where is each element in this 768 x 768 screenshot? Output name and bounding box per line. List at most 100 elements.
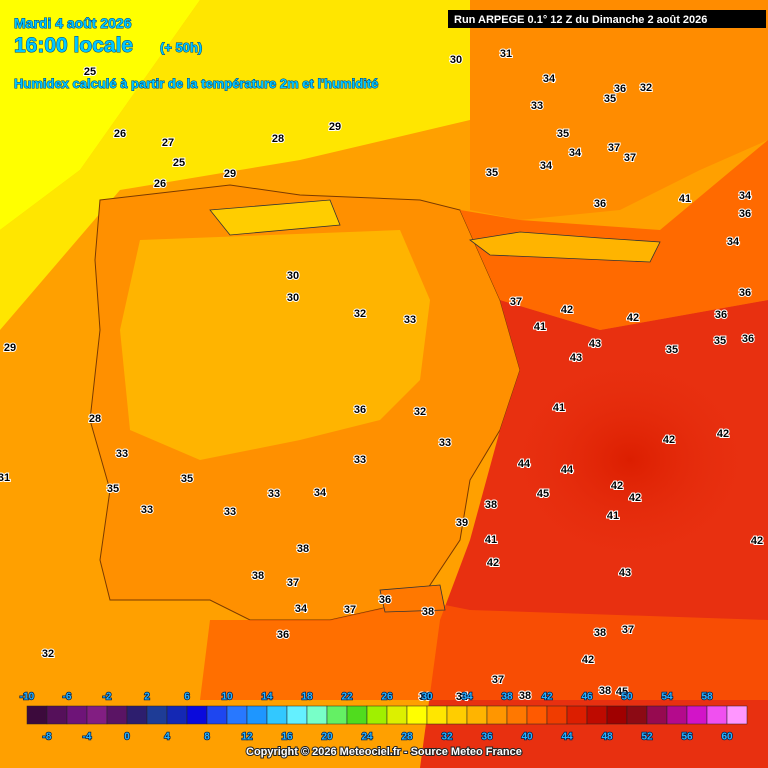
scale-swatch (126, 705, 148, 725)
scale-tick-label: 60 (721, 732, 733, 743)
scale-swatch (626, 705, 648, 725)
contour-label: 36 (277, 629, 289, 641)
contour-label: 32 (354, 308, 366, 320)
copyright: Copyright © 2026 Meteociel.fr - Source M… (246, 746, 522, 758)
contour-label: 34 (295, 603, 308, 615)
plateau-field (120, 230, 430, 460)
contour-label: 33 (404, 314, 416, 326)
contour-label: 33 (531, 100, 543, 112)
contour-label: 41 (679, 193, 691, 205)
scale-swatch (86, 705, 108, 725)
scale-swatch (486, 705, 508, 725)
scale-swatch (566, 705, 588, 725)
contour-label: 36 (354, 404, 366, 416)
scale-tick-label: 24 (361, 732, 373, 743)
lead-time: (+ 50h) (160, 40, 202, 55)
scale-tick-label: -8 (43, 732, 52, 743)
contour-label: 42 (663, 434, 675, 446)
sea-field (0, 0, 470, 330)
scale-swatch (666, 705, 688, 725)
contour-label: 32 (414, 406, 426, 418)
scale-tick-label: 52 (641, 732, 653, 743)
scale-swatch (346, 705, 368, 725)
scale-swatch (406, 705, 428, 725)
scale-swatch (146, 705, 168, 725)
contour-label: 33 (141, 504, 153, 516)
contour-label: 45 (616, 686, 628, 698)
contour-label: 33 (439, 437, 451, 449)
scale-tick-label: -4 (83, 732, 92, 743)
scale-swatch (366, 705, 388, 725)
contour-label: 38 (485, 499, 497, 511)
scale-swatch (266, 705, 288, 725)
contour-label: 36 (379, 594, 391, 606)
scale-tick-label: 36 (481, 732, 493, 743)
contour-label: 30 (287, 270, 299, 282)
contour-label: 36 (614, 83, 626, 95)
contour-label: 37 (344, 604, 356, 616)
contour-label: 32 (42, 648, 54, 660)
subtitle: Humidex calculé à partir de la températu… (14, 76, 378, 91)
contour-label: 42 (751, 535, 763, 547)
scale-tick-label: 58 (701, 692, 713, 703)
contour-label: 34 (727, 236, 740, 248)
scale-tick-label: 54 (661, 692, 673, 703)
contour-label: 36 (739, 287, 751, 299)
contour-label: 34 (543, 73, 556, 85)
contour-label: 29 (4, 342, 16, 354)
scale-swatch (246, 705, 268, 725)
cantabria-relief (209, 199, 341, 236)
contour-label: 28 (272, 133, 284, 145)
scale-tick-label: 18 (301, 692, 313, 703)
scale-tick-label: 2 (144, 692, 150, 703)
scale-swatch (426, 705, 448, 725)
contour-label: 34 (739, 190, 752, 202)
contour-label: 33 (354, 454, 366, 466)
contour-label: 35 (557, 128, 569, 140)
scale-tick-label: 0 (124, 732, 130, 743)
scale-swatch (106, 705, 128, 725)
scale-tick-label: 42 (541, 692, 553, 703)
scale-swatch (686, 705, 708, 725)
contour-label: 42 (629, 492, 641, 504)
color-scale: -10 -6 -2 2 6 10 14 18 22 26 30 34 38 42 46 50 54 58-8 -4 0… (19, 691, 748, 743)
contour-label: 43 (619, 567, 631, 579)
scale-tick-label: -2 (103, 692, 112, 703)
contour-label: 34 (569, 147, 582, 159)
contour-label: 30 (419, 691, 431, 703)
contour-label: 39 (456, 517, 468, 529)
contour-label: 37 (608, 142, 620, 154)
alps-relief (469, 231, 661, 263)
scale-tick-label: 46 (581, 692, 593, 703)
contour-label: 41 (553, 402, 565, 414)
contour-label: 25 (173, 157, 185, 169)
scale-tick-label: 28 (401, 732, 413, 743)
scale-swatch (386, 705, 408, 725)
scale-tick-label: -10 (20, 692, 35, 703)
scale-tick-label: 50 (621, 692, 633, 703)
sea-field (0, 0, 200, 230)
scale-tick-label: 6 (184, 692, 190, 703)
contour-label: 43 (570, 352, 582, 364)
scale-tick-label: 56 (681, 732, 693, 743)
contour-label: 35 (666, 344, 678, 356)
africa-field (200, 600, 768, 700)
scale-swatch (286, 705, 308, 725)
scale-swatch (306, 705, 328, 725)
contour-label: 42 (487, 557, 499, 569)
contour-label: 33 (116, 448, 128, 460)
scale-tick-label: 40 (521, 732, 533, 743)
contour-label: 29 (224, 168, 236, 180)
contour-label: 44 (561, 464, 574, 476)
scale-tick-label: 22 (341, 692, 353, 703)
scale-swatch (506, 705, 528, 725)
contour-label: 41 (607, 510, 619, 522)
contour-label: 41 (485, 534, 497, 546)
scale-tick-label: 26 (381, 692, 393, 703)
france-field (470, 0, 768, 220)
coast-field (460, 140, 768, 330)
run-box (448, 10, 766, 28)
contour-label: 45 (537, 488, 549, 500)
scale-tick-label: 48 (601, 732, 613, 743)
